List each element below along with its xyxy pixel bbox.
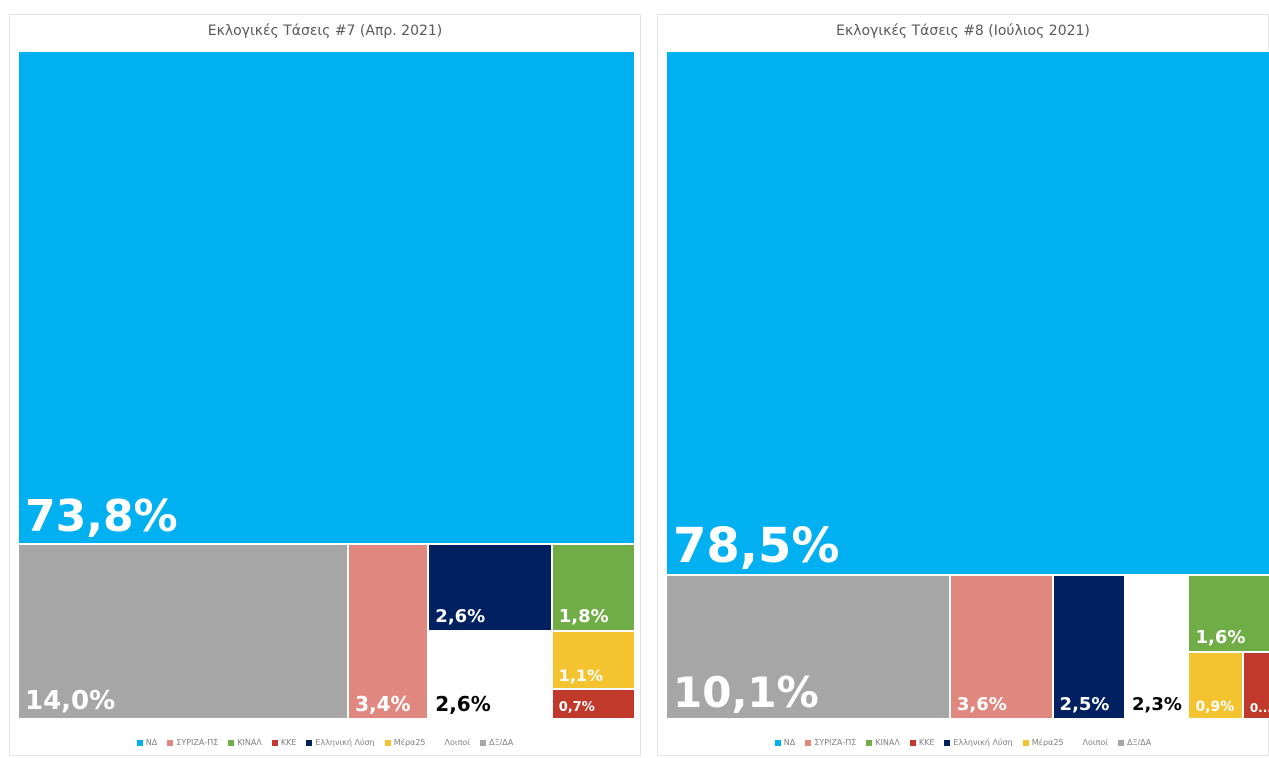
legend-entry: ΝΔ bbox=[136, 738, 158, 747]
legend-label: ΔΞ/ΔΑ bbox=[1127, 738, 1152, 747]
data-label: 73,8% bbox=[25, 490, 178, 542]
treemap-tile: 0,9% bbox=[1188, 652, 1243, 719]
treemap-tile: 3,4% bbox=[348, 543, 429, 719]
legend-swatch bbox=[480, 739, 487, 746]
legend-swatch bbox=[1073, 739, 1080, 746]
data-label: 0,9% bbox=[1195, 698, 1235, 715]
legend-label: ΚΚΕ bbox=[918, 738, 935, 747]
legend-label: Ελληνική Λύση bbox=[315, 738, 375, 747]
legend-entry: Μέρα25 bbox=[384, 738, 426, 747]
legend-swatch bbox=[774, 739, 781, 746]
legend-label: ΚΙΝΑΛ bbox=[237, 738, 262, 747]
legend-entry: Ελληνική Λύση bbox=[944, 738, 1013, 747]
legend-entry: Λοιποί bbox=[435, 738, 471, 747]
legend-label: ΣΥΡΙΖΑ-ΠΣ bbox=[176, 738, 219, 747]
data-label: 3,4% bbox=[355, 691, 411, 716]
legend-swatch bbox=[384, 739, 391, 746]
treemap-tile: 73,8% bbox=[18, 51, 635, 544]
data-label: 1,1% bbox=[558, 665, 604, 685]
treemap-tile: 1,8% bbox=[551, 543, 635, 632]
treemap-tile: 0,7% bbox=[551, 688, 635, 719]
treemap-tile: 1,1% bbox=[551, 631, 635, 689]
legend-entry: ΣΥΡΙΖΑ-ΠΣ bbox=[805, 738, 856, 747]
data-label: 2,6% bbox=[435, 606, 486, 628]
data-label: 10,1% bbox=[673, 667, 819, 717]
legend-label: Λοιποί bbox=[1082, 738, 1109, 747]
legend-entry: ΚΚΕ bbox=[909, 738, 935, 747]
treemap-plot: 73,8% 3,4% 1,8% 0,7% 2,6% 1,1% 2,6% 14,0% bbox=[18, 51, 635, 719]
chart-legend: ΝΔ ΣΥΡΙΖΑ-ΠΣ ΚΙΝΑΛ ΚΚΕ Ελληνική Λύση Μέρα25 Λο… bbox=[10, 738, 640, 747]
legend-entry: Ελληνική Λύση bbox=[306, 738, 375, 747]
legend-label: Λοιποί bbox=[444, 738, 471, 747]
legend-swatch bbox=[944, 739, 951, 746]
chart-title: Εκλογικές Τάσεις #8 (Ιούλιος 2021) bbox=[836, 23, 1090, 39]
treemap-plot: 78,5% 3,6% 1,6% 0... 2,5% 0,9% 2,3% 10,1% bbox=[666, 51, 1269, 719]
data-label: 0,7% bbox=[558, 699, 595, 715]
data-label: 1,6% bbox=[1195, 627, 1246, 649]
legend-entry: ΔΞ/ΔΑ bbox=[480, 738, 513, 747]
legend-entry: ΚΙΝΑΛ bbox=[866, 738, 900, 747]
treemap-chart-april-2021: Εκλογικές Τάσεις #7 (Απρ. 2021) 73,8% 3,4… bbox=[9, 14, 641, 756]
data-label: 3,6% bbox=[956, 693, 1007, 715]
data-label: 2,6% bbox=[435, 691, 491, 716]
legend-entry: ΣΥΡΙΖΑ-ΠΣ bbox=[167, 738, 218, 747]
legend-entry: Μέρα25 bbox=[1022, 738, 1064, 747]
treemap-tile: 0... bbox=[1242, 652, 1269, 719]
data-label: 0... bbox=[1249, 700, 1269, 715]
treemap-tile: 2,3% bbox=[1125, 575, 1189, 719]
legend-entry: ΚΙΝΑΛ bbox=[228, 738, 262, 747]
legend-label: ΣΥΡΙΖΑ-ΠΣ bbox=[814, 738, 857, 747]
chart-title: Εκλογικές Τάσεις #7 (Απρ. 2021) bbox=[207, 23, 443, 39]
legend-swatch bbox=[805, 739, 812, 746]
data-label: 78,5% bbox=[673, 518, 840, 575]
legend-swatch bbox=[866, 739, 873, 746]
treemap-tile: 1,6% bbox=[1188, 575, 1269, 653]
data-label: 2,5% bbox=[1059, 693, 1110, 715]
treemap-tile: 14,0% bbox=[18, 543, 349, 719]
legend-entry: ΝΔ bbox=[774, 738, 796, 747]
legend-label: ΚΙΝΑΛ bbox=[875, 738, 900, 747]
legend-label: Ελληνική Λύση bbox=[953, 738, 1013, 747]
legend-swatch bbox=[228, 739, 235, 746]
legend-swatch bbox=[167, 739, 174, 746]
legend-label: Μέρα25 bbox=[1031, 738, 1064, 747]
treemap-tile: 3,6% bbox=[949, 575, 1053, 719]
legend-swatch bbox=[271, 739, 278, 746]
legend-swatch bbox=[306, 739, 313, 746]
legend-label: ΚΚΕ bbox=[280, 738, 297, 747]
legend-swatch bbox=[909, 739, 916, 746]
treemap-tile: 2,6% bbox=[428, 543, 552, 632]
treemap-tile: 2,5% bbox=[1052, 575, 1126, 719]
chart-legend: ΝΔ ΣΥΡΙΖΑ-ΠΣ ΚΙΝΑΛ ΚΚΕ Ελληνική Λύση Μέρα25 Λο… bbox=[658, 738, 1268, 747]
legend-label: ΝΔ bbox=[783, 738, 796, 747]
legend-swatch bbox=[435, 739, 442, 746]
data-label: 1,8% bbox=[558, 606, 609, 628]
legend-label: Μέρα25 bbox=[393, 738, 426, 747]
legend-swatch bbox=[136, 739, 143, 746]
legend-entry: ΚΚΕ bbox=[271, 738, 297, 747]
data-label: 14,0% bbox=[25, 685, 116, 716]
treemap-tile: 2,6% bbox=[428, 631, 552, 719]
legend-label: ΝΔ bbox=[145, 738, 158, 747]
legend-swatch bbox=[1118, 739, 1125, 746]
legend-label: ΔΞ/ΔΑ bbox=[489, 738, 514, 747]
treemap-chart-july-2021: Εκλογικές Τάσεις #8 (Ιούλιος 2021) 78,5%… bbox=[657, 14, 1269, 756]
legend-entry: ΔΞ/ΔΑ bbox=[1118, 738, 1151, 747]
treemap-tile: 10,1% bbox=[666, 575, 950, 719]
treemap-tile: 78,5% bbox=[666, 51, 1269, 576]
legend-swatch bbox=[1022, 739, 1029, 746]
data-label: 2,3% bbox=[1132, 693, 1182, 715]
legend-entry: Λοιποί bbox=[1073, 738, 1109, 747]
